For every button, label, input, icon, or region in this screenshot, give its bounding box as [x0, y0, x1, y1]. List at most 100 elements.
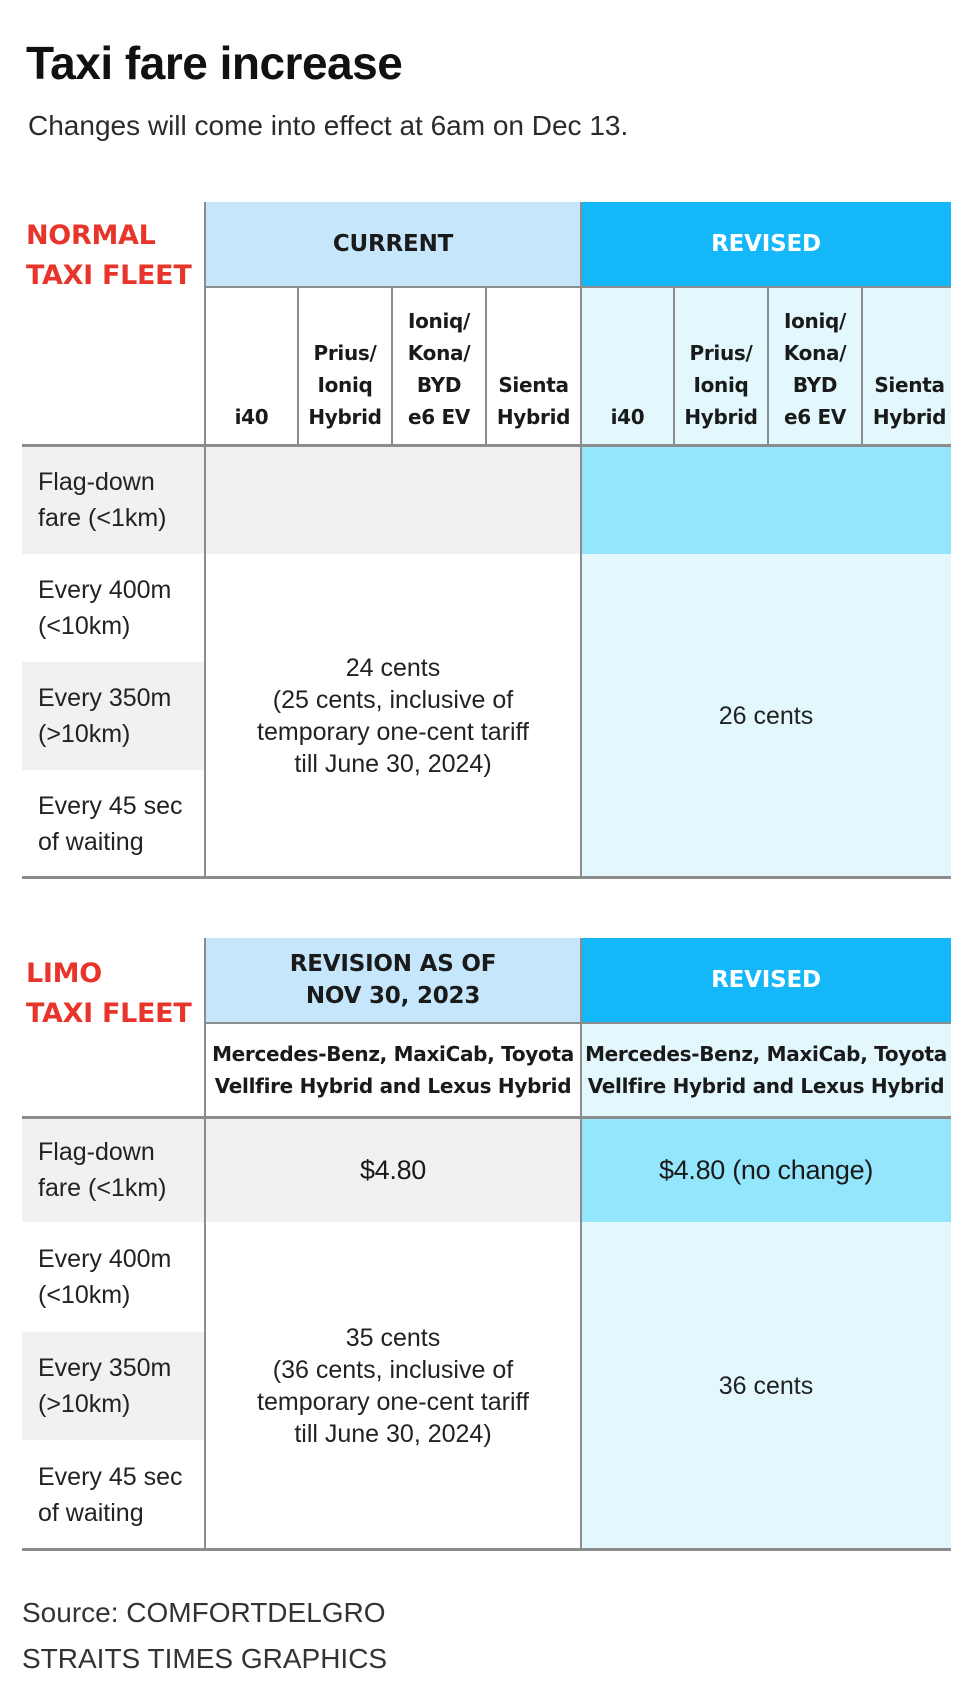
model-line: Vellfire Hybrid and Lexus Hybrid [587, 1074, 945, 1098]
page-subtitle: Changes will come into effect at 6am on … [28, 110, 629, 141]
model-header-line: Kona/ [407, 341, 471, 365]
page-title: Taxi fare increase [26, 37, 403, 89]
normal-fleet-table: CURRENT REVISED i40$3.90Prius/IoniqHybri… [22, 202, 957, 879]
revised-increment: 26 cents [581, 554, 951, 878]
flagdown-value: $4.80 [359, 1154, 427, 1185]
header-revised: REVISED [581, 202, 951, 286]
grid-line [205, 1022, 951, 1024]
row-label-line: Every 45 sec [38, 792, 183, 820]
row-label-flagdown: Flag-down fare (<1km) [22, 1118, 205, 1222]
header-current-label: CURRENT [332, 231, 454, 257]
row-label-waiting: Every 45 sec of waiting [22, 770, 205, 878]
row-label-400m: Every 400m (<10km) [22, 554, 205, 662]
model-header-line: Kona/ [783, 341, 847, 365]
grid-line [22, 876, 951, 879]
model-header: Ioniq/Kona/BYD e6 EV [392, 287, 486, 445]
increment-line: 24 cents [345, 654, 441, 682]
revised-subheader-bg [581, 287, 951, 445]
revised-body-bg [581, 1222, 951, 1550]
grid-line [485, 287, 487, 554]
model-header-line: Sienta [498, 373, 569, 397]
model-header: Sienta Hybrid [862, 287, 957, 445]
row-label-flagdown: Flag-down fare (<1km) [22, 446, 205, 554]
revised-increment: 36 cents [581, 1222, 951, 1550]
row-label-waiting: Every 45 sec of waiting [22, 1440, 205, 1550]
model-header-line: e6 EV [407, 405, 471, 429]
revised-models: Mercedes-Benz, MaxiCab, Toyota Vellfire … [581, 1023, 951, 1117]
increment-line: (36 cents, inclusive of [272, 1356, 514, 1384]
current-flagdown: $4.80 [205, 1118, 581, 1222]
model-header: Prius/Ioniq Hybrid [298, 287, 392, 445]
row-label-line: (<10km) [38, 612, 131, 640]
row-label-line: (>10km) [38, 720, 131, 748]
grid-line [22, 1548, 951, 1551]
model-header: Sienta Hybrid [486, 287, 581, 445]
increment-value: 26 cents [718, 702, 814, 730]
header-revised-label: REVISED [711, 967, 821, 993]
revised-flagdown-bg [581, 446, 951, 554]
row-label-350m: Every 350m (>10km) [22, 662, 205, 770]
row-label-line: fare (<1km) [38, 1174, 167, 1202]
model-header-line: Hybrid [872, 405, 947, 429]
increment-line: till June 30, 2024) [294, 1420, 492, 1448]
grid-line [580, 938, 582, 1550]
grid-line [204, 938, 206, 1550]
source-line: STRAITS TIMES GRAPHICS [22, 1643, 388, 1674]
grid-line [673, 287, 675, 554]
row-label-line: fare (<1km) [38, 504, 167, 532]
model-header: Prius/Ioniq Hybrid [674, 287, 768, 445]
model-header-line: Ioniq/ [407, 309, 471, 333]
model-line: Mercedes-Benz, MaxiCab, Toyota [585, 1042, 947, 1066]
grid-line [580, 202, 582, 878]
fleet-label-line: NORMAL [26, 220, 156, 251]
model-header-line: BYD [416, 373, 462, 397]
current-increment: 24 cents (25 cents, inclusive of tempora… [205, 554, 581, 878]
model-header-line: Prius/ [313, 341, 377, 365]
model-header-line: Sienta [874, 373, 945, 397]
model-header-line: BYD [792, 373, 838, 397]
header-revised-label: REVISED [711, 231, 821, 257]
model-header: i40 [205, 287, 298, 445]
model-header: i40 [581, 287, 674, 445]
model-header-line: Ioniq [693, 373, 749, 397]
increment-line: temporary one-cent tariff [257, 718, 529, 746]
row-label-line: (>10km) [38, 1390, 131, 1418]
increment-line: 35 cents [345, 1324, 441, 1352]
revised-body-bg [581, 554, 951, 878]
row-label-line: Every 400m [38, 576, 172, 604]
increment-line: (25 cents, inclusive of [272, 686, 514, 714]
increment-value: 36 cents [718, 1372, 814, 1400]
grid-line [205, 286, 951, 288]
header-line: REVISION AS OF [289, 951, 497, 977]
increment-line: temporary one-cent tariff [257, 1388, 529, 1416]
row-label-line: Flag-down [38, 1138, 155, 1166]
revised-flagdown: $4.80 (no change) [581, 1118, 951, 1222]
row-label-line: of waiting [38, 828, 144, 856]
normal-fleet-label: NORMAL TAXI FLEET [26, 216, 192, 296]
grid-line [861, 287, 863, 554]
row-label-400m: Every 400m (<10km) [22, 1222, 205, 1332]
row-label-350m: Every 350m (>10km) [22, 1332, 205, 1440]
header-revised: REVISED [581, 938, 951, 1022]
fleet-label-line: TAXI FLEET [26, 260, 192, 291]
flagdown-value: $4.80 (no change) [658, 1154, 874, 1185]
grid-line [22, 1116, 951, 1119]
model-header: Ioniq/Kona/BYD e6 EV [768, 287, 862, 445]
row-label-line: Every 350m [38, 684, 172, 712]
model-header-line: Hybrid [496, 405, 571, 429]
row-label-line: Every 350m [38, 1354, 172, 1382]
fleet-label-line: LIMO [26, 958, 102, 989]
row-label-line: Every 45 sec [38, 1463, 183, 1491]
increment-line: till June 30, 2024) [294, 750, 492, 778]
grid-line [297, 287, 299, 554]
fleet-label-line: TAXI FLEET [26, 998, 192, 1029]
row-label-line: (<10km) [38, 1281, 131, 1309]
grid-line [391, 287, 393, 554]
model-header-line: Hybrid [684, 405, 758, 429]
limo-fleet-table: REVISION AS OF NOV 30, 2023 REVISED Merc… [22, 938, 951, 1551]
model-header-line: Ioniq [317, 373, 373, 397]
row-label-line: of waiting [38, 1499, 144, 1527]
source-line: Source: COMFORTDELGRO [22, 1597, 386, 1628]
grid-line [767, 287, 769, 554]
grid-line [22, 444, 951, 447]
